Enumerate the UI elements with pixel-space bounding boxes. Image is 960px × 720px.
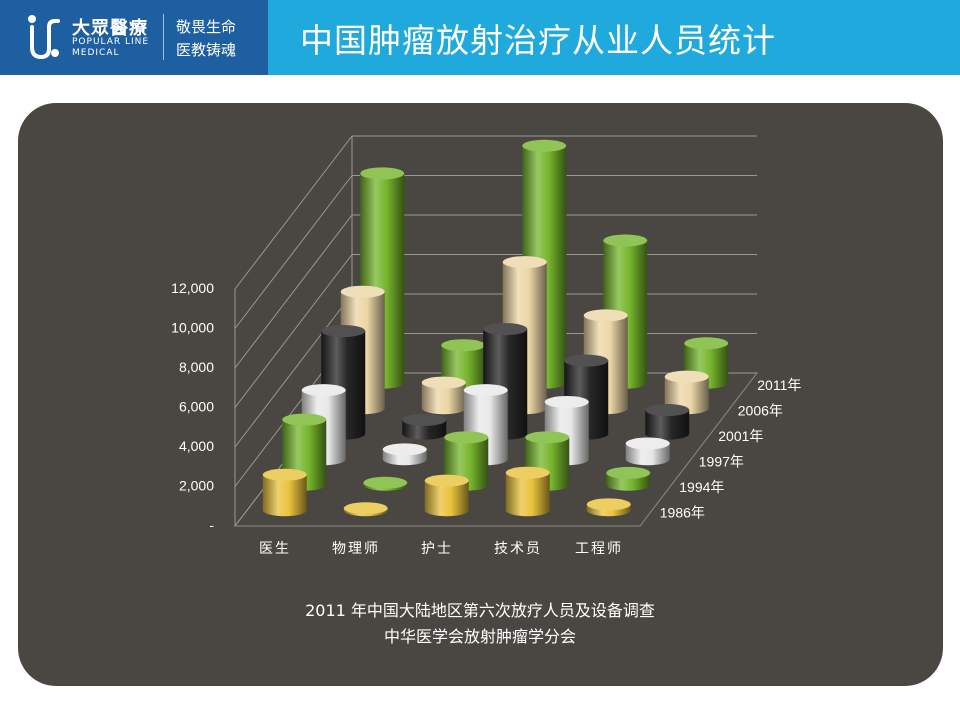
y-tick-label: 10,000 xyxy=(171,320,214,336)
page-title: 中国肿瘤放射治疗从业人员统计 xyxy=(300,21,776,60)
bar-body xyxy=(424,480,469,517)
category-label: 工程师 xyxy=(575,541,623,557)
series-depth-label: 2006年 xyxy=(738,402,783,418)
bar-top xyxy=(606,466,651,479)
bar-body xyxy=(421,382,466,415)
bar-top xyxy=(321,325,366,338)
bar-1986年-技术员 xyxy=(505,466,550,517)
header: 大眾醫療 POPULAR LINE MEDICAL 敬畏生命 医教铸魂 中国肿瘤… xyxy=(0,0,960,75)
bar-1986年-护士 xyxy=(424,474,469,517)
bar-top xyxy=(564,354,609,367)
series-depth-label: 2011年 xyxy=(757,377,801,393)
bar-top xyxy=(444,431,489,444)
category-label: 医生 xyxy=(259,541,291,557)
y-tick-label: - xyxy=(209,517,214,533)
bar-body xyxy=(645,410,690,440)
gridline-side xyxy=(234,254,353,408)
bar-top xyxy=(583,309,628,322)
series-depth-label: 1986年 xyxy=(660,504,705,520)
gridline-side xyxy=(234,293,353,448)
bar-1986年-工程师 xyxy=(586,498,631,517)
bar-body xyxy=(262,474,307,517)
bar-top xyxy=(301,384,346,397)
category-label: 护士 xyxy=(421,541,453,557)
bar-top xyxy=(645,404,690,417)
y-tick-label: 2,000 xyxy=(179,478,214,494)
bar-2001年-工程师 xyxy=(625,437,670,466)
bar-top xyxy=(421,376,466,389)
bar-1986年-物理师 xyxy=(343,502,388,517)
bar-1986年-医生 xyxy=(262,468,307,517)
series-depth-label: 1994年 xyxy=(679,479,724,495)
caption-line2: 中华医学会放射肿瘤学分会 xyxy=(383,627,576,646)
popular-line-logo-icon xyxy=(28,15,60,60)
bar-top xyxy=(360,167,405,180)
y-tick-label: 8,000 xyxy=(179,359,214,375)
bar-top xyxy=(424,474,469,487)
category-label: 技术员 xyxy=(494,541,542,557)
brand-name-en-line1: POPULAR LINE xyxy=(72,37,150,47)
series-depth-label: 1997年 xyxy=(699,453,744,469)
bar-1994年-物理师 xyxy=(363,476,408,491)
gridline-side xyxy=(234,135,353,290)
bar-2001年-物理师 xyxy=(382,443,427,466)
bar-1997年-工程师 xyxy=(645,404,690,440)
bar-1997年-物理师 xyxy=(402,413,447,440)
bar-top xyxy=(262,468,307,481)
gridline-side xyxy=(234,214,353,369)
bar-top xyxy=(502,256,547,269)
bar-top xyxy=(382,443,427,456)
bar-top xyxy=(586,498,631,511)
bar-top xyxy=(340,285,385,298)
slogan-line2: 医教铸魂 xyxy=(176,41,237,59)
title-bar xyxy=(268,0,960,75)
caption-line1: 2011 年中国大陆地区第六次放疗人员及设备调查 xyxy=(305,601,655,620)
bar-top xyxy=(282,413,327,426)
bar-top xyxy=(522,139,567,152)
y-tick-label: 4,000 xyxy=(179,438,214,454)
bar-top xyxy=(603,234,648,247)
bar-top xyxy=(525,431,570,444)
bar-top xyxy=(544,395,589,408)
y-tick-label: 6,000 xyxy=(179,399,214,415)
bar-body xyxy=(505,472,550,517)
logo-block: 大眾醫療 POPULAR LINE MEDICAL 敬畏生命 医教铸魂 xyxy=(0,0,268,75)
bar-top xyxy=(483,323,528,336)
series-depth-label: 2001年 xyxy=(718,428,763,444)
bar-top xyxy=(402,413,447,426)
bar-2006年-物理师 xyxy=(421,376,466,415)
bar-top xyxy=(664,370,709,383)
category-label: 物理师 xyxy=(332,541,380,557)
bar-body xyxy=(625,443,670,466)
brand-name-en-line2: MEDICAL xyxy=(72,48,120,58)
bar-top xyxy=(505,466,550,479)
brand-name-cn: 大眾醫療 xyxy=(72,18,148,39)
bar-top xyxy=(363,476,408,489)
slogan-line1: 敬畏生命 xyxy=(176,18,237,36)
logo-divider xyxy=(163,14,164,60)
bar-1994年-工程师 xyxy=(606,466,651,491)
bar-top xyxy=(684,337,729,350)
bar-top xyxy=(343,502,388,515)
bar-top xyxy=(625,437,670,450)
bar-top xyxy=(441,339,486,352)
gridline-side xyxy=(234,175,353,329)
y-tick-label: 12,000 xyxy=(171,280,214,296)
bar-top xyxy=(463,384,508,397)
